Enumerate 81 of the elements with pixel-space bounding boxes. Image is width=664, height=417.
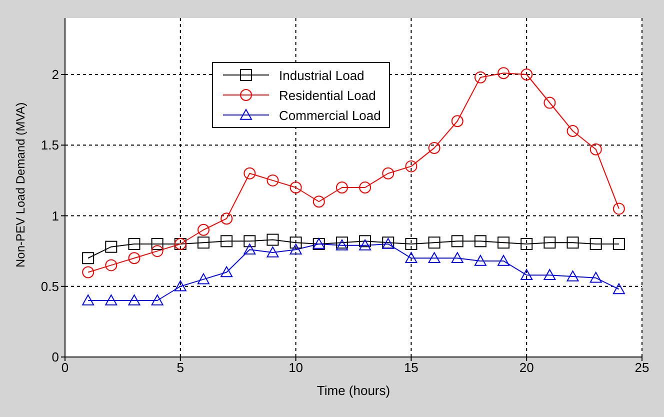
y-tick-label: 0.5: [40, 278, 59, 294]
point: [244, 244, 256, 255]
point: [105, 294, 118, 306]
x-tick-label: 25: [634, 360, 650, 376]
point: [612, 283, 625, 294]
point: [82, 252, 94, 264]
point: [544, 236, 556, 249]
point: [197, 273, 210, 284]
x-tick-label: 5: [176, 360, 184, 376]
x-tick-label: 20: [519, 360, 534, 376]
point: [451, 115, 464, 128]
y-tick-label: 1.5: [40, 138, 59, 153]
point: [312, 196, 325, 208]
point: [336, 182, 348, 194]
point: [220, 212, 233, 225]
point: [220, 235, 233, 248]
point: [290, 182, 302, 194]
point: [566, 236, 579, 249]
point: [382, 167, 394, 180]
point: [405, 238, 418, 250]
point: [612, 238, 625, 250]
point: [266, 246, 279, 258]
legend-label: Commercial Load: [279, 108, 381, 122]
point: [197, 224, 210, 236]
point: [474, 254, 486, 266]
point: [128, 238, 140, 250]
point: [474, 71, 486, 84]
point: [220, 266, 233, 278]
point: [544, 96, 556, 109]
point: [266, 234, 279, 246]
point: [128, 294, 140, 306]
point: [82, 294, 94, 306]
point: [520, 269, 533, 280]
x-axis-title: Time (hours): [316, 383, 390, 398]
point: [498, 236, 510, 249]
point: [590, 238, 602, 250]
y-tick-label: 1: [52, 208, 59, 224]
point: [151, 294, 164, 306]
point: [590, 143, 602, 156]
point: [451, 235, 464, 248]
y-tick-label: 2: [52, 67, 59, 82]
point: [151, 238, 164, 250]
point: [151, 245, 164, 258]
point: [359, 182, 372, 194]
point: [428, 252, 440, 264]
point: [359, 239, 372, 250]
point: [520, 238, 533, 250]
point: [197, 236, 210, 249]
legend-label: Industrial Load: [279, 68, 364, 82]
point: [128, 252, 140, 264]
point: [428, 142, 440, 154]
point: [498, 254, 510, 266]
point: [612, 202, 625, 215]
point: [566, 270, 579, 282]
point: [266, 174, 279, 186]
point: [498, 67, 510, 80]
x-tick-label: 15: [404, 360, 418, 376]
point: [82, 266, 94, 278]
point: [566, 125, 579, 137]
point: [474, 235, 486, 248]
point: [359, 235, 372, 248]
point: [405, 252, 418, 264]
point: [451, 252, 464, 264]
x-tick-label: 0: [61, 360, 69, 376]
point: [174, 280, 186, 292]
point: [428, 236, 440, 249]
legend-label: Residential Load: [279, 88, 376, 102]
point: [336, 239, 348, 250]
x-tick-label: 10: [288, 360, 304, 376]
point: [105, 240, 118, 253]
point: [405, 160, 418, 172]
point: [244, 167, 256, 180]
y-axis-title: Non-PEV Load Demand (MVA): [13, 102, 28, 268]
point: [290, 236, 302, 249]
point: [244, 235, 256, 248]
point: [290, 244, 302, 255]
point: [105, 259, 118, 272]
point: [544, 269, 556, 280]
point: [520, 68, 533, 80]
point: [590, 272, 602, 283]
y-tick-label: 0: [52, 350, 59, 365]
